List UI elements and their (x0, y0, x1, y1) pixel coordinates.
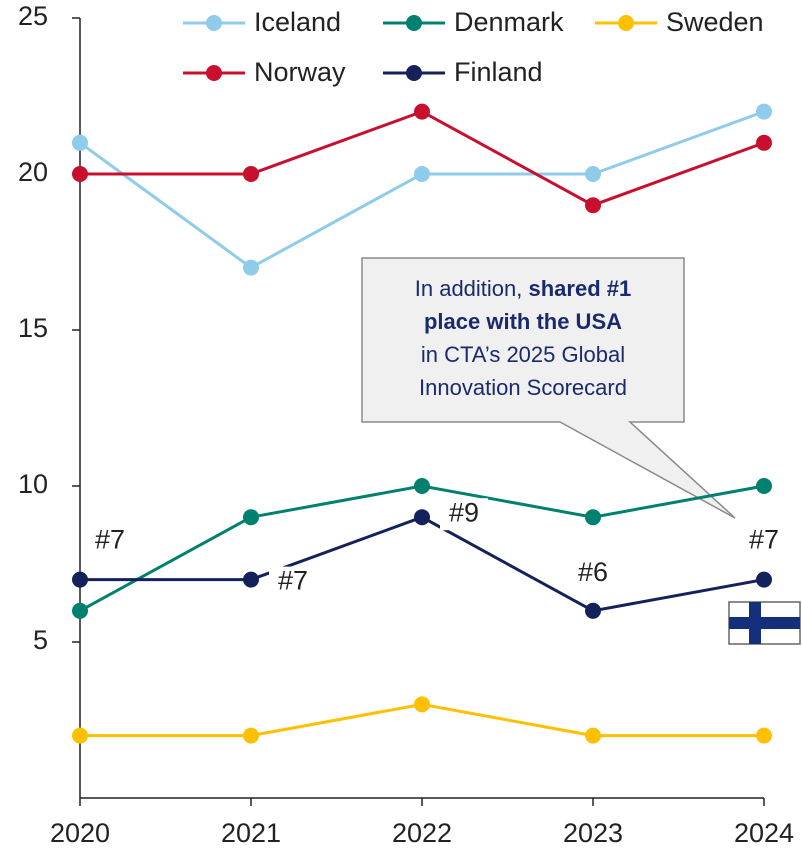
point (72, 166, 88, 182)
rank-label-bg (569, 557, 617, 590)
legend-label: Iceland (254, 7, 341, 37)
point (585, 727, 601, 744)
point (585, 602, 601, 619)
point (756, 571, 772, 588)
point (414, 103, 430, 120)
series-line (80, 109, 765, 207)
point (414, 166, 430, 182)
callout: In addition, shared #1 place with the USA… (361, 257, 736, 519)
point (414, 696, 430, 713)
callout-box (361, 257, 736, 519)
rank-label: #9 (449, 497, 479, 527)
point (72, 134, 88, 151)
y-tick-label: 20 (18, 157, 48, 187)
x-tick-label: 2020 (50, 818, 110, 848)
x-tick-label: 2021 (221, 818, 281, 848)
rank-label-bg (740, 525, 788, 558)
y-tick-label: 15 (18, 313, 48, 343)
point (243, 571, 259, 588)
y-tick-label: 10 (18, 469, 48, 499)
series-line (80, 515, 765, 613)
y-tick-label: 5 (33, 625, 48, 655)
point (414, 509, 430, 526)
rank-label-bg (440, 498, 488, 531)
rank-label-bg (269, 566, 317, 599)
callout-text: shared #1 (529, 276, 632, 301)
legend-marker (406, 65, 422, 81)
finland-flag (728, 601, 801, 645)
callout-text: Innovation Scorecard (419, 375, 627, 400)
point (756, 727, 772, 744)
rank-label: #6 (578, 557, 608, 587)
point (243, 259, 259, 276)
y-tick-label: 25 (18, 1, 48, 31)
point (585, 166, 601, 182)
point (414, 478, 430, 494)
x-tick-label: 2023 (563, 818, 623, 848)
legend-label: Sweden (666, 7, 764, 37)
point (756, 478, 772, 494)
legend-label: Finland (454, 57, 543, 87)
callout-text: In addition, (415, 276, 529, 301)
series-line (79, 110, 765, 270)
legend-marker (206, 65, 222, 81)
point (585, 197, 601, 214)
callout-line: in CTA’s 2025 Global (421, 342, 625, 367)
legend-marker (406, 15, 422, 31)
x-tick-label: 2024 (734, 818, 794, 848)
point (72, 571, 88, 588)
rank-label-bg (86, 525, 134, 558)
rank-label: #7 (749, 525, 779, 555)
callout-line: Innovation Scorecard (419, 375, 627, 400)
legend-label: Norway (254, 57, 346, 87)
rank-label: #7 (95, 525, 125, 555)
point (243, 509, 259, 526)
legend-marker (206, 15, 222, 31)
series-line (79, 484, 765, 613)
callout-line: place with the USA (424, 309, 622, 334)
callout-text: in CTA’s 2025 Global (421, 342, 625, 367)
point (756, 103, 772, 120)
point (72, 602, 88, 619)
point (756, 134, 772, 151)
point (585, 509, 601, 526)
flag-cross-h (729, 617, 800, 629)
point (243, 727, 259, 744)
point (72, 727, 88, 744)
legend-label: Denmark (454, 7, 564, 37)
legend-marker (618, 15, 634, 31)
point (243, 166, 259, 182)
callout-line: In addition, shared #1 (415, 276, 631, 301)
x-tick-label: 2022 (392, 818, 452, 848)
callout-text: place with the USA (424, 309, 622, 334)
rank-label: #7 (278, 566, 308, 596)
